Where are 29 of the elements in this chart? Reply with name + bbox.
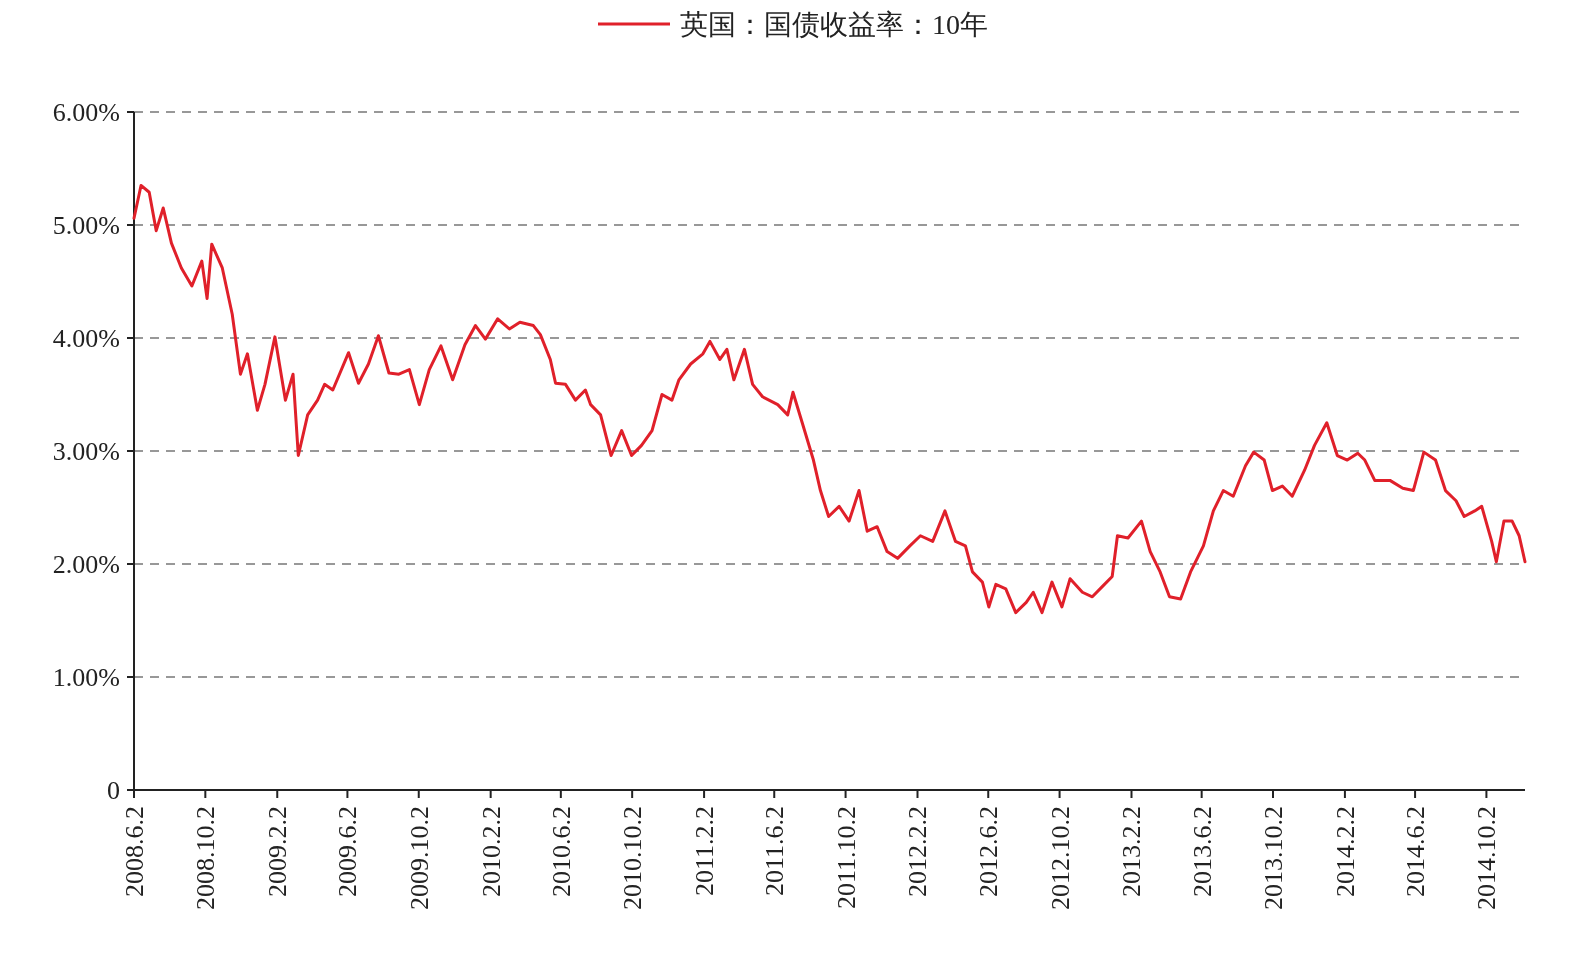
x-tick-label: 2010.6.2 [546,806,576,897]
x-tick-label: 2009.2.2 [263,806,293,897]
x-tick-label: 2008.6.2 [120,806,149,897]
x-tick-label: 2011.6.2 [760,806,790,897]
legend: 英国：国债收益率：10年 [598,9,988,40]
x-tick-label: 2013.2.2 [1117,806,1147,897]
x-tick-label: 2012.6.2 [974,806,1004,897]
x-tick-label: 2012.2.2 [903,806,933,897]
legend-label: 英国：国债收益率：10年 [680,9,988,40]
y-tick-label: 4.00% [52,324,120,353]
x-tick-label: 2014.2.2 [1330,806,1360,897]
y-tick-label: 1.00% [52,663,120,692]
x-tick-label: 2013.10.2 [1258,806,1288,910]
x-tick-label: 2009.10.2 [404,806,434,910]
y-tick-label: 5.00% [52,211,120,240]
y-tick-label: 6.00% [52,98,120,127]
y-tick-label: 2.00% [52,550,120,579]
x-tick-label: 2014.10.2 [1472,806,1502,910]
x-tick-label: 2009.6.2 [333,806,363,897]
x-tick-label: 2008.10.2 [191,806,221,910]
x-tick-label: 2013.6.2 [1187,806,1217,897]
x-tick-label: 2011.2.2 [690,806,720,897]
x-tick-label: 2010.10.2 [618,806,648,910]
x-tick-label: 2010.2.2 [476,806,506,897]
x-tick-label: 2012.10.2 [1045,806,1075,910]
x-tick-label: 2014.6.2 [1401,806,1431,897]
x-tick-label: 2011.10.2 [831,806,861,910]
y-tick-label: 3.00% [52,437,120,466]
y-tick-label: 0 [107,776,120,805]
